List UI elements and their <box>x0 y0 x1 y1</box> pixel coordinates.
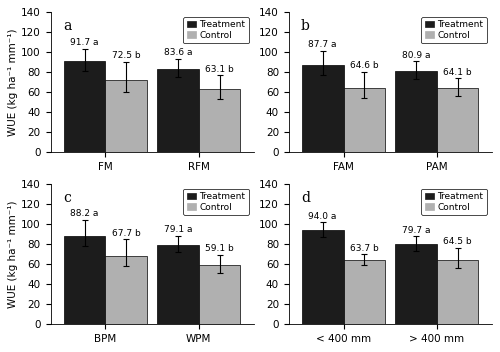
Y-axis label: WUE (kg ha⁻¹ mm⁻¹): WUE (kg ha⁻¹ mm⁻¹) <box>8 200 18 308</box>
Text: 63.1 b: 63.1 b <box>205 65 234 74</box>
Bar <box>302 64 344 152</box>
Text: 94.0 a: 94.0 a <box>308 212 337 221</box>
Text: 87.7 a: 87.7 a <box>308 40 337 49</box>
Text: 91.7 a: 91.7 a <box>70 38 99 47</box>
Y-axis label: WUE (kg ha⁻¹ mm⁻¹): WUE (kg ha⁻¹ mm⁻¹) <box>8 29 18 136</box>
Bar <box>302 230 344 324</box>
Bar <box>106 256 147 324</box>
Text: 67.7 b: 67.7 b <box>112 229 140 238</box>
Bar <box>64 236 106 324</box>
Bar <box>437 259 478 324</box>
Text: b: b <box>301 19 310 33</box>
Bar <box>198 265 240 324</box>
Bar <box>157 245 198 324</box>
Bar <box>395 244 437 324</box>
Legend: Treatment, Control: Treatment, Control <box>183 17 249 43</box>
Bar <box>395 71 437 152</box>
Text: 59.1 b: 59.1 b <box>205 244 234 253</box>
Bar <box>344 88 385 152</box>
Text: 63.7 b: 63.7 b <box>350 244 378 253</box>
Text: 79.7 a: 79.7 a <box>402 226 430 235</box>
Text: c: c <box>63 191 70 205</box>
Text: 80.9 a: 80.9 a <box>402 51 430 60</box>
Text: 64.1 b: 64.1 b <box>444 68 472 77</box>
Legend: Treatment, Control: Treatment, Control <box>183 189 249 215</box>
Text: 83.6 a: 83.6 a <box>164 48 192 57</box>
Bar <box>344 260 385 324</box>
Bar <box>437 88 478 152</box>
Text: 72.5 b: 72.5 b <box>112 51 140 60</box>
Text: 64.5 b: 64.5 b <box>444 237 472 246</box>
Text: a: a <box>63 19 71 33</box>
Bar <box>64 61 106 152</box>
Bar <box>157 69 198 152</box>
Legend: Treatment, Control: Treatment, Control <box>422 189 487 215</box>
Bar <box>198 89 240 152</box>
Text: d: d <box>301 191 310 205</box>
Bar <box>106 80 147 152</box>
Text: 88.2 a: 88.2 a <box>70 209 99 218</box>
Text: 64.6 b: 64.6 b <box>350 61 378 70</box>
Text: 79.1 a: 79.1 a <box>164 226 192 234</box>
Legend: Treatment, Control: Treatment, Control <box>422 17 487 43</box>
